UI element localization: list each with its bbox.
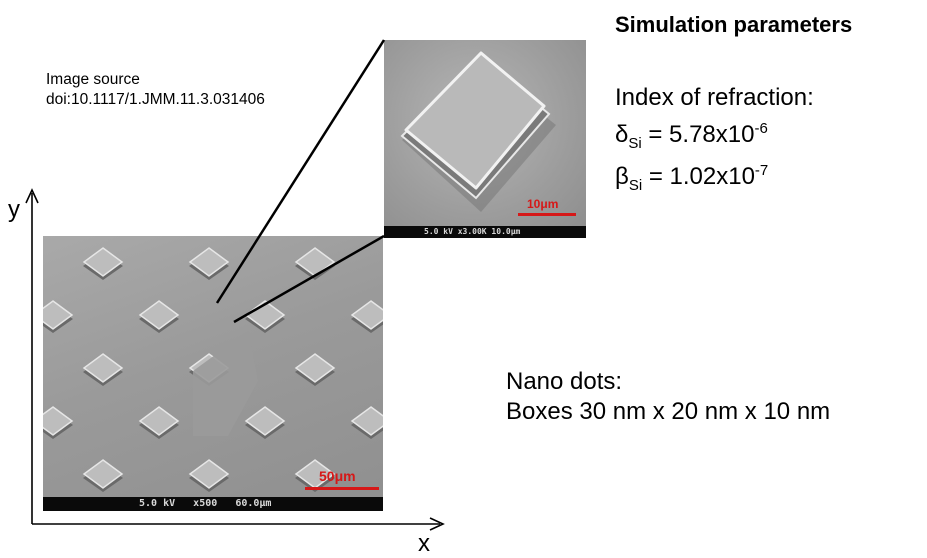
image-source-label: Image source	[46, 71, 140, 88]
nano-dot	[138, 406, 180, 439]
nano-dot	[244, 300, 286, 333]
beta-value: = 1.02x10	[648, 163, 755, 190]
simulation-parameters-title: Simulation parameters	[615, 12, 853, 37]
nano-dot	[244, 406, 286, 439]
image-source-caption: Image source doi:10.1117/1.JMM.11.3.0314…	[46, 70, 265, 110]
y-axis-arrow-icon	[25, 188, 39, 204]
image-source-doi: doi:10.1117/1.JMM.11.3.031406	[46, 91, 265, 108]
scale-label-inset: 10μm	[527, 197, 559, 211]
delta-exponent: -6	[754, 120, 768, 137]
scale-bar-main	[305, 487, 379, 490]
beta-subscript: Si	[628, 176, 643, 194]
beta-exponent: -7	[754, 162, 769, 179]
delta-subscript: Si	[628, 134, 642, 152]
nano-dot	[294, 247, 336, 280]
nano-dot-closeup	[400, 51, 556, 212]
nano-dots-description: Nano dots: Boxes 30 nm x 20 nm x 10 nm	[506, 367, 830, 427]
charging-artifact	[193, 331, 258, 436]
nano-dot	[43, 406, 74, 439]
index-of-refraction-label: Index of refraction:	[615, 84, 814, 111]
nano-dot	[82, 353, 124, 386]
beta-symbol: β	[615, 163, 629, 190]
y-axis-label: y	[8, 196, 20, 223]
beta-si-value: βSi = 1.02x10-7	[615, 162, 768, 194]
scale-label-main: 50μm	[319, 468, 356, 484]
sem-info-bar-main: 5.0 kV x500 60.0μm	[43, 497, 383, 511]
delta-si-value: δSi = 5.78x10-6	[615, 120, 768, 152]
x-axis-label: x	[418, 530, 430, 557]
nano-dot	[188, 459, 230, 492]
sem-micrograph-main: 50μm 5.0 kV x500 60.0μm	[43, 236, 383, 511]
nano-dot	[138, 300, 180, 333]
nano-dots-title: Nano dots:	[506, 368, 623, 395]
nano-dot	[82, 247, 124, 280]
nano-dot	[82, 459, 124, 492]
delta-value: = 5.78x10	[648, 121, 755, 148]
scale-bar-inset	[518, 213, 576, 216]
nano-dot	[294, 459, 336, 492]
nano-dot	[294, 353, 336, 386]
nano-dots-box-size: Boxes 30 nm x 20 nm x 10 nm	[506, 398, 831, 425]
nano-dot	[350, 406, 383, 439]
nano-dot	[350, 300, 383, 333]
x-axis-arrow-icon	[429, 517, 445, 531]
sem-micrograph-inset: 10μm 5.0 kV x3.00K 10.0μm	[384, 40, 586, 238]
delta-symbol: δ	[615, 121, 629, 148]
nano-dot	[188, 247, 230, 280]
sem-info-bar-inset: 5.0 kV x3.00K 10.0μm	[384, 226, 586, 238]
nano-dot	[43, 300, 74, 333]
